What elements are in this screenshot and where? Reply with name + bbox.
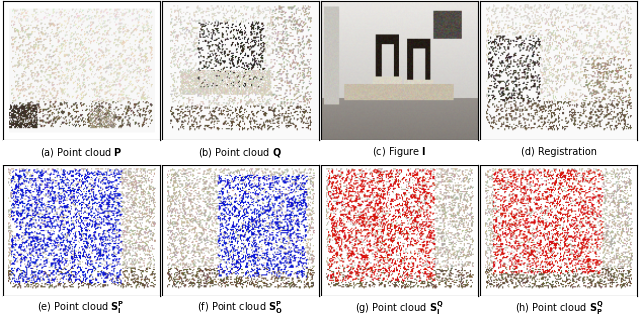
Text: (g) Point cloud $\mathbf{S_I^Q}$: (g) Point cloud $\mathbf{S_I^Q}$ [355, 299, 444, 317]
Text: (f) Point cloud $\mathbf{S_O^P}$: (f) Point cloud $\mathbf{S_O^P}$ [198, 299, 284, 316]
Text: (b) Point cloud $\mathbf{Q}$: (b) Point cloud $\mathbf{Q}$ [198, 146, 282, 159]
Text: (h) Point cloud $\mathbf{S_P^Q}$: (h) Point cloud $\mathbf{S_P^Q}$ [515, 299, 604, 317]
Text: (d) Registration: (d) Registration [521, 147, 597, 158]
Text: (a) Point cloud $\mathbf{P}$: (a) Point cloud $\mathbf{P}$ [40, 146, 122, 159]
Text: (c) Figure $\mathbf{I}$: (c) Figure $\mathbf{I}$ [372, 145, 427, 160]
Text: (e) Point cloud $\mathbf{S_I^P}$: (e) Point cloud $\mathbf{S_I^P}$ [37, 299, 125, 316]
